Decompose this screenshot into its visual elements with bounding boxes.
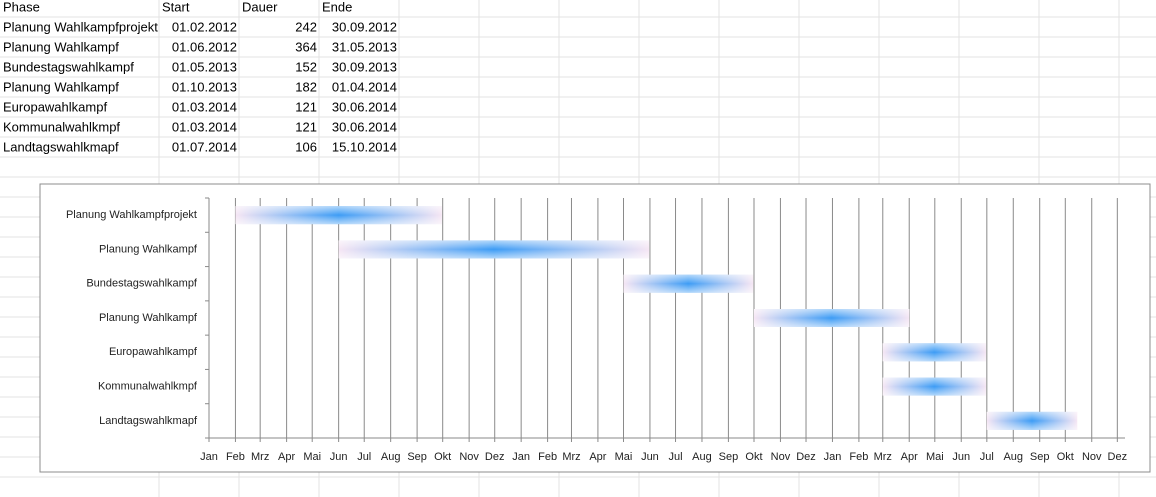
y-tick-label: Planung Wahlkampfprojekt (66, 209, 197, 221)
cell: 364 (295, 39, 317, 54)
x-tick-label: Sep (1030, 451, 1050, 463)
bar-shine (235, 206, 442, 225)
cell: 30.09.2013 (332, 59, 397, 74)
x-tick-label: Jul (668, 451, 682, 463)
cell: Planung Wahlkampf (3, 39, 119, 54)
x-tick-label: Dez (796, 451, 816, 463)
cell: 152 (295, 59, 317, 74)
x-tick-label: Dez (1108, 451, 1128, 463)
x-tick-label: Mai (926, 451, 944, 463)
cell: 15.10.2014 (332, 139, 397, 154)
x-tick-label: Nov (459, 451, 479, 463)
bar-shine (623, 274, 754, 293)
bar-shine (338, 240, 650, 259)
x-tick-label: Jun (330, 451, 348, 463)
bar-shine (882, 377, 986, 396)
cell: 242 (295, 19, 317, 34)
cell: 01.03.2014 (172, 99, 237, 114)
cell: 01.04.2014 (332, 79, 397, 94)
x-tick-label: Feb (538, 451, 557, 463)
x-tick-label: Jul (357, 451, 371, 463)
cell: 01.02.2012 (172, 19, 237, 34)
y-tick-label: Kommunalwahlkmpf (98, 380, 198, 392)
x-tick-label: Apr (901, 451, 918, 463)
x-tick-label: Nov (771, 451, 791, 463)
table: Phase Start Dauer Ende Planung Wahlkampfproj… (3, 0, 397, 154)
x-tick-label: Aug (381, 451, 401, 463)
y-tick-label: Planung Wahlkampf (99, 243, 198, 255)
header-cell: Ende (322, 0, 352, 14)
x-tick-label: Mrz (562, 451, 580, 463)
y-tick-label: Bundestagswahlkampf (86, 278, 198, 290)
cell: 01.10.2013 (172, 79, 237, 94)
x-tick-label: Feb (226, 451, 245, 463)
bar-shine (986, 411, 1078, 430)
x-tick-label: Jan (824, 451, 842, 463)
x-tick-label: Apr (589, 451, 606, 463)
x-tick-label: Sep (719, 451, 739, 463)
header-cell: Start (162, 0, 190, 14)
x-tick-label: Okt (434, 451, 451, 463)
chart-area (39, 183, 1151, 473)
cell: 30.06.2014 (332, 119, 397, 134)
x-tick-label: Mai (615, 451, 633, 463)
cell: Landtagswahlkmapf (3, 139, 119, 154)
x-tick-label: Mai (303, 451, 321, 463)
x-tick-label: Jul (980, 451, 994, 463)
y-tick-label: Europawahlkampf (109, 346, 198, 358)
cell: 121 (295, 99, 317, 114)
cell: 31.05.2013 (332, 39, 397, 54)
cell: 01.06.2012 (172, 39, 237, 54)
header-cell: Phase (3, 0, 40, 14)
x-tick-label: Mrz (874, 451, 892, 463)
cell: Kommunalwahlkmpf (3, 119, 120, 134)
x-tick-label: Mrz (251, 451, 269, 463)
cell: Planung Wahlkampfprojekt (3, 19, 158, 34)
x-tick-label: Aug (1003, 451, 1023, 463)
cell: 30.06.2014 (332, 99, 397, 114)
x-tick-label: Sep (407, 451, 427, 463)
x-tick-label: Jun (952, 451, 970, 463)
chart: Jan Feb Mrz Apr Mai Jun Jul Aug Sep Okt Nov Dez Jan F… (66, 197, 1128, 463)
x-tick-label: Feb (849, 451, 868, 463)
x-tick-label: Nov (1082, 451, 1102, 463)
y-tick-label: Landtagswahlkmapf (99, 415, 198, 427)
cell: 01.03.2014 (172, 119, 237, 134)
bar-shine (753, 309, 910, 327)
cell: 106 (295, 139, 317, 154)
cell: 30.09.2012 (332, 19, 397, 34)
x-tick-label: Jun (641, 451, 659, 463)
x-tick-label: Okt (745, 451, 762, 463)
x-tick-label: Jan (512, 451, 530, 463)
cell: Planung Wahlkampf (3, 79, 119, 94)
cell: 121 (295, 119, 317, 134)
header-cell: Dauer (242, 0, 278, 14)
cell: Bundestagswahlkampf (3, 59, 134, 74)
x-tick-label: Jan (200, 451, 218, 463)
cell: 01.05.2013 (172, 59, 237, 74)
cell: 01.07.2014 (172, 139, 237, 154)
y-tick-label: Planung Wahlkampf (99, 312, 198, 324)
x-tick-label: Apr (278, 451, 295, 463)
x-tick-label: Dez (485, 451, 505, 463)
bar-shine (882, 343, 986, 362)
x-tick-label: Aug (692, 451, 712, 463)
x-tick-label: Okt (1057, 451, 1074, 463)
cell: 182 (295, 79, 317, 94)
cell: Europawahlkampf (3, 99, 107, 114)
